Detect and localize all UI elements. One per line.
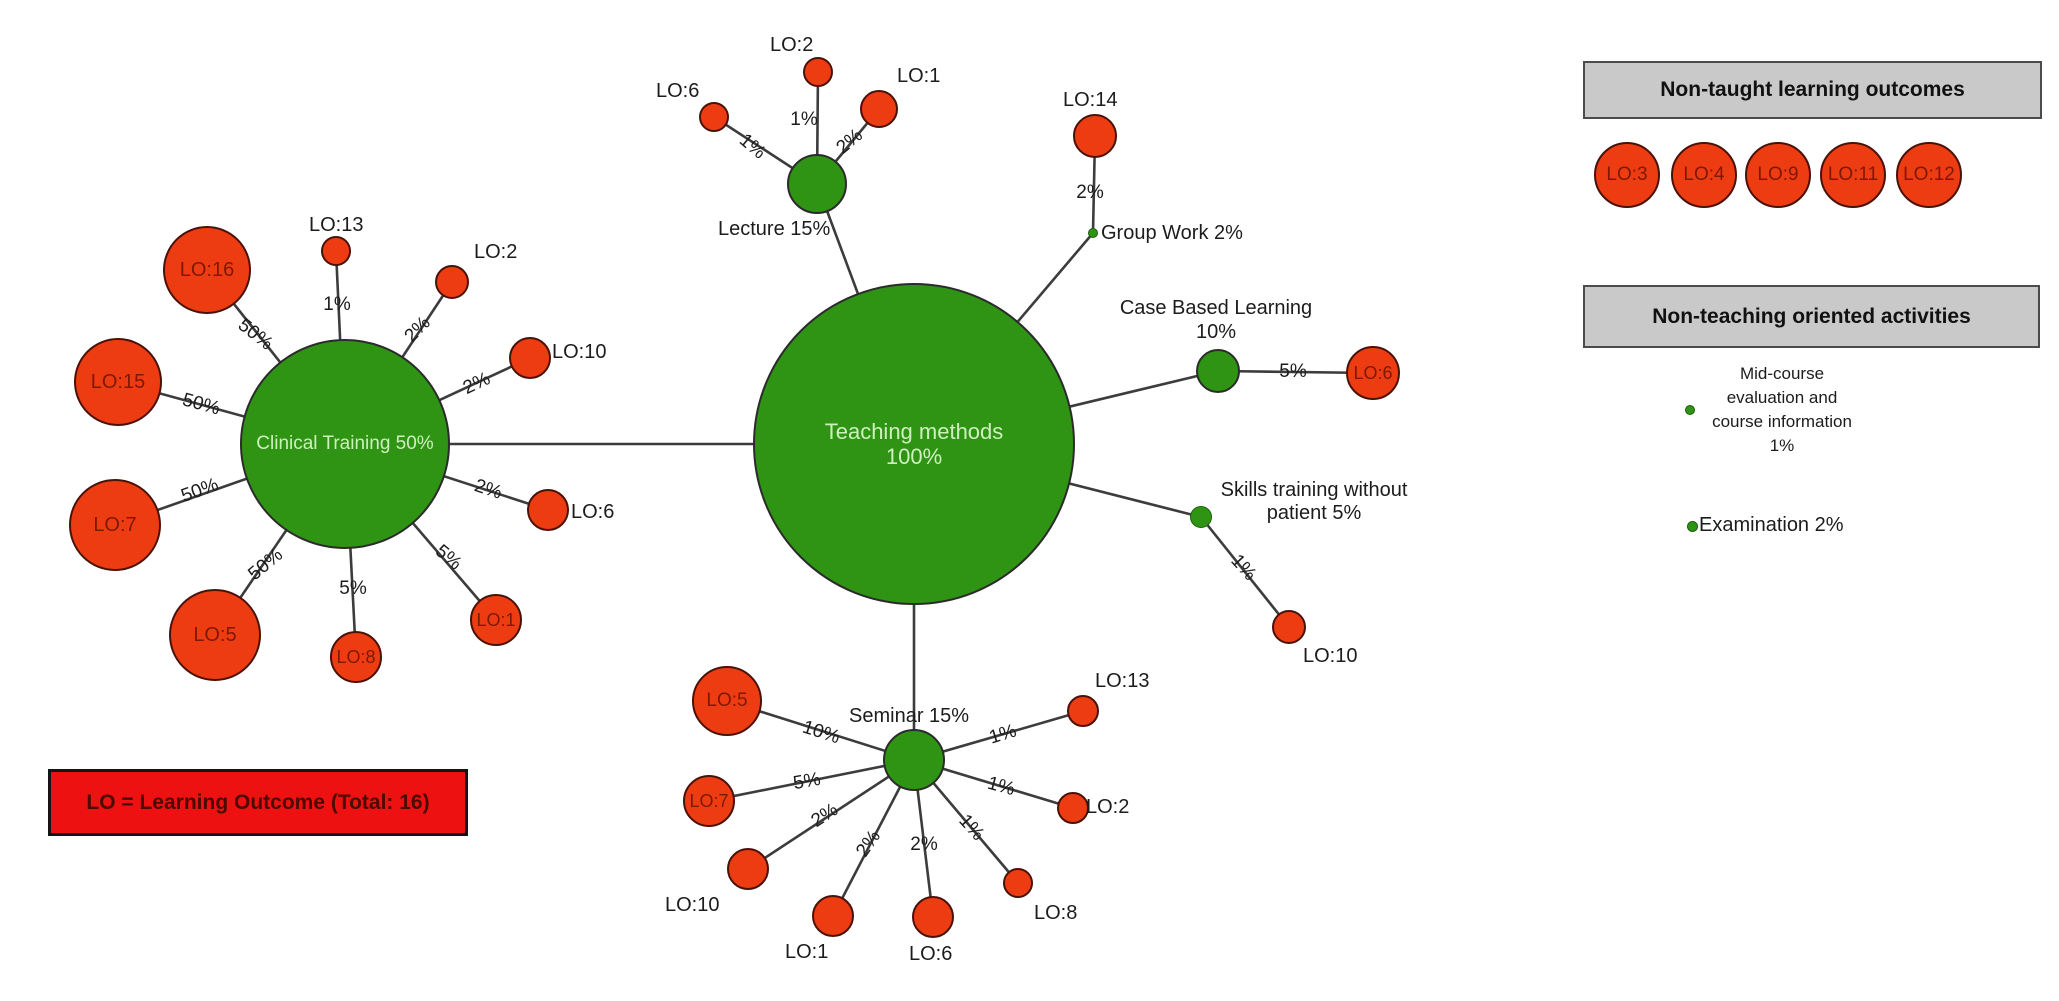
pct-clinical-lo8: 5% bbox=[339, 578, 367, 599]
legend-text: LO = Learning Outcome (Total: 16) bbox=[86, 790, 430, 814]
lo-label: LO:7 bbox=[689, 790, 729, 811]
node-lecture-lo6 bbox=[699, 102, 729, 132]
node-lecture-lo1 bbox=[860, 90, 898, 128]
node-seminar-lo1 bbox=[812, 895, 854, 937]
examination-dot bbox=[1687, 521, 1698, 532]
pct-seminar-lo6: 2% bbox=[910, 834, 938, 855]
node-seminar-lo13 bbox=[1067, 695, 1099, 727]
lo-label: LO:12 bbox=[1903, 164, 1955, 186]
lo-label: LO:7 bbox=[93, 513, 137, 536]
seminar-lo1-label: LO:1 bbox=[785, 941, 829, 963]
node-casebased-lo6: LO:6 bbox=[1346, 346, 1400, 400]
clinical-lo6-label: LO:6 bbox=[571, 501, 615, 523]
edge-skills-lo10 bbox=[1199, 516, 1291, 628]
node-skills-lo10 bbox=[1272, 610, 1306, 644]
node-nontaught-lo12: LO:12 bbox=[1896, 142, 1962, 208]
pct-seminar-lo7: 5% bbox=[791, 768, 823, 795]
lo-label: LO:16 bbox=[179, 258, 235, 281]
clinical-lo2-label: LO:2 bbox=[474, 241, 518, 263]
node-clinical-lo5: LO:5 bbox=[169, 589, 261, 681]
node-seminar-lo5: LO:5 bbox=[692, 666, 762, 736]
node-clinical-training: Clinical Training 50% bbox=[240, 339, 450, 549]
clinical-training-label: Clinical Training 50% bbox=[256, 433, 434, 455]
pct-casebased: 5% bbox=[1279, 361, 1307, 382]
non-teaching-header: Non-teaching oriented activities bbox=[1583, 285, 2040, 348]
lo-label: LO:4 bbox=[1683, 164, 1725, 186]
seminar-lo8-label: LO:8 bbox=[1034, 902, 1078, 924]
skills-training-label: Skills training without patient 5% bbox=[1220, 479, 1408, 524]
node-seminar-lo10 bbox=[727, 848, 769, 890]
lo-label: LO:11 bbox=[1827, 164, 1879, 186]
node-clinical-lo16: LO:16 bbox=[163, 226, 251, 314]
node-seminar-lo2 bbox=[1057, 792, 1089, 824]
seminar-label: Seminar 15% bbox=[849, 705, 970, 727]
lo-label: LO:15 bbox=[90, 370, 146, 393]
non-taught-header-label: Non-taught learning outcomes bbox=[1660, 78, 1965, 101]
node-clinical-lo15: LO:15 bbox=[74, 338, 162, 426]
seminar-lo6-label: LO:6 bbox=[909, 943, 953, 965]
edge-seminar-lo10 bbox=[747, 758, 915, 871]
mid-course-dot bbox=[1685, 405, 1695, 415]
lecture-lo6-label: LO:6 bbox=[656, 80, 700, 102]
lo-label: LO:5 bbox=[193, 623, 237, 646]
node-seminar bbox=[883, 729, 945, 791]
skills-lo10-label: LO:10 bbox=[1303, 645, 1358, 667]
groupwork-lo14-label: LO:14 bbox=[1063, 89, 1118, 111]
lecture-label: Lecture 15% bbox=[718, 218, 831, 240]
edge-seminar-lo7 bbox=[708, 758, 915, 803]
lecture-lo1-label: LO:1 bbox=[897, 65, 941, 87]
lo-label: LO:3 bbox=[1606, 164, 1648, 186]
node-group-work-dot bbox=[1088, 228, 1098, 238]
pct-lecture-lo2: 1% bbox=[790, 109, 818, 130]
node-nontaught-lo9: LO:9 bbox=[1745, 142, 1811, 208]
pct-clinical-lo13: 1% bbox=[323, 294, 351, 315]
lo-label: LO:9 bbox=[1757, 164, 1799, 186]
group-work-label: Group Work 2% bbox=[1101, 222, 1243, 244]
non-teaching-header-label: Non-teaching oriented activities bbox=[1652, 304, 1971, 328]
node-clinical-lo1: LO:1 bbox=[470, 594, 522, 646]
examination-label: Examination 2% bbox=[1699, 514, 1844, 536]
clinical-lo13-label: LO:13 bbox=[309, 214, 364, 236]
node-seminar-lo6 bbox=[912, 896, 954, 938]
case-based-learning-label: Case Based Learning 10% bbox=[1119, 297, 1313, 343]
lo-label: LO:8 bbox=[336, 646, 376, 667]
node-clinical-lo8: LO:8 bbox=[330, 631, 382, 683]
node-clinical-lo6 bbox=[527, 489, 569, 531]
node-groupwork-lo14 bbox=[1073, 114, 1117, 158]
node-case-based-learning bbox=[1196, 349, 1240, 393]
lecture-lo2-label: LO:2 bbox=[770, 34, 814, 56]
seminar-lo2-label: LO:2 bbox=[1086, 796, 1130, 818]
teaching-methods-label: Teaching methods 100% bbox=[824, 418, 1004, 469]
node-teaching-methods: Teaching methods 100% bbox=[753, 283, 1075, 605]
lo-label: LO:5 bbox=[706, 690, 748, 712]
node-lecture bbox=[787, 154, 847, 214]
node-clinical-lo2 bbox=[435, 265, 469, 299]
seminar-lo10-label: LO:10 bbox=[665, 894, 720, 916]
node-lecture-lo2 bbox=[803, 57, 833, 87]
lo-label: LO:1 bbox=[476, 609, 516, 630]
node-seminar-lo7: LO:7 bbox=[683, 775, 735, 827]
non-taught-header: Non-taught learning outcomes bbox=[1583, 61, 2042, 119]
seminar-lo13-label: LO:13 bbox=[1095, 670, 1150, 692]
node-skills-training-dot bbox=[1190, 506, 1212, 528]
node-nontaught-lo4: LO:4 bbox=[1671, 142, 1737, 208]
mid-course-label: Mid-course evaluation and course informa… bbox=[1712, 364, 1852, 455]
clinical-lo10-label: LO:10 bbox=[552, 341, 607, 363]
node-clinical-lo7: LO:7 bbox=[69, 479, 161, 571]
node-nontaught-lo11: LO:11 bbox=[1820, 142, 1886, 208]
node-nontaught-lo3: LO:3 bbox=[1594, 142, 1660, 208]
lo-label: LO:6 bbox=[1353, 362, 1393, 383]
legend-box: LO = Learning Outcome (Total: 16) bbox=[48, 769, 468, 836]
pct-groupwork: 2% bbox=[1076, 182, 1104, 203]
node-clinical-lo13 bbox=[321, 236, 351, 266]
node-clinical-lo10 bbox=[509, 337, 551, 379]
node-seminar-lo8 bbox=[1003, 868, 1033, 898]
